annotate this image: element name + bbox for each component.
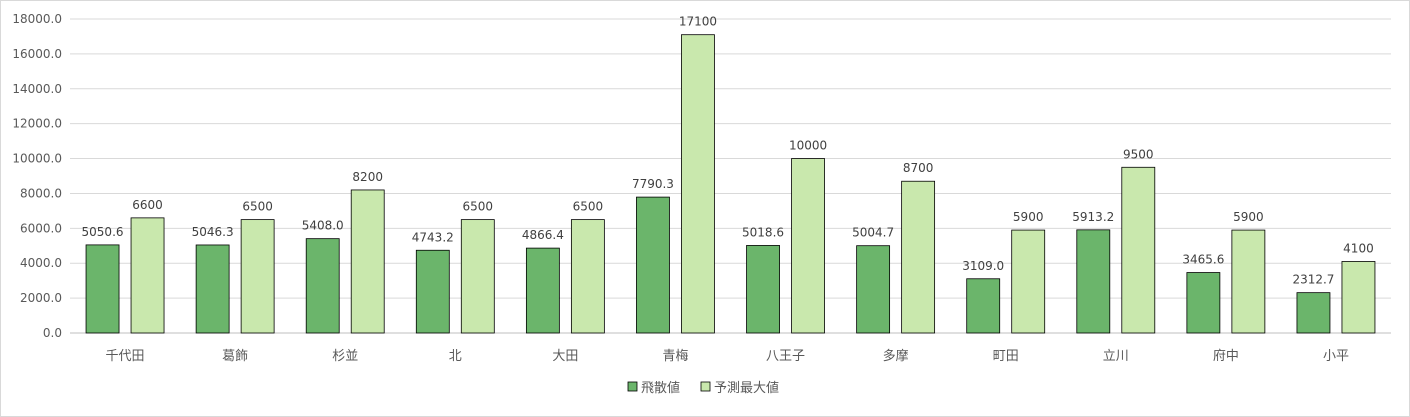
data-label: 4866.4 (522, 228, 564, 242)
data-label: 5004.7 (852, 226, 894, 240)
bar-hisan (746, 245, 780, 334)
data-label: 7790.3 (632, 177, 674, 191)
legend-swatch (700, 381, 711, 392)
data-label: 9500 (1123, 147, 1154, 161)
data-label: 8200 (352, 170, 383, 184)
legend-label: 予測最大値 (714, 380, 779, 396)
bar-yosoku-max (570, 219, 605, 334)
bar-yosoku-max (1121, 166, 1156, 334)
x-category-label: 北 (449, 349, 462, 364)
bar-hisan (195, 244, 230, 334)
x-category-label: 葛飾 (222, 349, 248, 364)
data-label: 5018.6 (742, 225, 784, 239)
x-category-label: 青梅 (662, 349, 688, 364)
bar-hisan (636, 196, 670, 334)
bar-yosoku-max (791, 158, 825, 334)
y-axis: 0.0 2000.0 4000.0 6000.0 8000.0 10000.0 12000.… (12, 12, 62, 340)
data-label: 4100 (1343, 241, 1374, 255)
data-label: 6500 (573, 200, 604, 214)
data-label: 5046.3 (192, 225, 234, 239)
bar-hisan (525, 247, 560, 334)
bars: 5050.6 6600 5046.3 6500 5408.0 8200 4743.2 6500… (82, 15, 1376, 334)
legend-swatch (627, 381, 638, 392)
x-category-label: 大田 (552, 349, 578, 364)
data-label: 6600 (132, 198, 163, 212)
bar-hisan (856, 245, 891, 334)
gridlines (70, 18, 1391, 334)
y-tick-label: 0.0 (43, 326, 62, 340)
bar-hisan (415, 249, 450, 334)
data-label: 2312.7 (1292, 273, 1334, 287)
y-tick-label: 2000.0 (20, 291, 62, 305)
data-label: 10000 (789, 139, 827, 153)
bar-yosoku-max (460, 219, 495, 334)
bar-hisan (966, 278, 1001, 334)
bar-hisan (1076, 229, 1111, 334)
x-category-label: 杉並 (332, 349, 358, 364)
y-tick-label: 8000.0 (20, 186, 62, 200)
y-tick-label: 6000.0 (20, 221, 62, 235)
x-category-label: 小平 (1323, 349, 1349, 364)
bar-yosoku-max (1341, 261, 1376, 334)
legend-label: 飛散値 (641, 380, 680, 396)
data-label: 5913.2 (1072, 210, 1114, 224)
x-category-label: 立川 (1103, 349, 1129, 364)
y-tick-label: 14000.0 (12, 82, 62, 96)
x-category-label: 多摩 (883, 348, 909, 364)
data-label: 3109.0 (962, 259, 1004, 273)
bar-yosoku-max (1011, 229, 1046, 334)
data-label: 3465.6 (1182, 253, 1224, 267)
data-label: 8700 (903, 161, 934, 175)
data-label: 6500 (242, 200, 273, 214)
data-label: 5900 (1013, 210, 1044, 224)
y-tick-label: 10000.0 (12, 152, 62, 166)
bar-hisan (85, 244, 120, 334)
x-category-label: 千代田 (106, 349, 145, 364)
bar-yosoku-max (1231, 229, 1266, 334)
data-label: 17100 (679, 15, 717, 29)
y-tick-label: 12000.0 (12, 117, 62, 131)
data-label: 5408.0 (302, 219, 344, 233)
x-category-label: 府中 (1213, 349, 1239, 364)
data-label: 5900 (1233, 210, 1264, 224)
y-tick-label: 16000.0 (12, 47, 62, 61)
bar-yosoku-max (350, 189, 385, 334)
data-label: 5050.6 (82, 225, 124, 239)
y-tick-label: 4000.0 (20, 256, 62, 270)
bar-hisan (305, 238, 340, 334)
x-axis: 千代田 葛飾 杉並 北 大田 青梅 八王子 多摩 町田 立川 府中 小平 (106, 348, 1349, 364)
bar-hisan (1296, 292, 1331, 334)
x-category-label: 町田 (993, 349, 1019, 364)
bar-yosoku-max (240, 219, 275, 334)
bar-yosoku-max (901, 180, 936, 334)
bar-yosoku-max (681, 34, 715, 334)
bar-hisan (1186, 272, 1221, 334)
legend: 飛散値 予測最大値 (627, 380, 779, 396)
bar-yosoku-max (130, 217, 165, 334)
y-tick-label: 18000.0 (12, 12, 62, 26)
data-label: 6500 (463, 200, 494, 214)
data-label: 4743.2 (412, 230, 454, 244)
x-category-label: 八王子 (766, 349, 805, 364)
